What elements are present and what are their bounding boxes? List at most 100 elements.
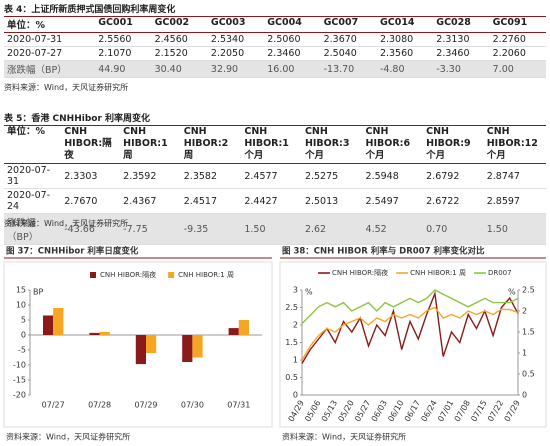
cell: 2.3130 xyxy=(433,32,490,47)
cell: 2.4517 xyxy=(180,188,242,214)
x-tick-label: 07/28 xyxy=(88,401,111,410)
header-row: 单位：% CNH HIBOR:隔夜 CNH HIBOR:1 周 CNH HIBOR:2… xyxy=(4,125,546,164)
header-cell: GC004 xyxy=(264,16,321,33)
y2-tick-label: 1.5 xyxy=(522,328,535,337)
cell: 16.00 xyxy=(264,60,321,78)
x-tick-label: 07/29 xyxy=(134,401,157,410)
line xyxy=(301,289,519,325)
y2-tick-label: 0.5 xyxy=(522,370,535,379)
y-tick-label: -5 xyxy=(18,346,26,355)
table: 单位：% CNH HIBOR:隔夜 CNH HIBOR:1 周 CNH HIBOR:2… xyxy=(4,125,546,245)
legend-label: CNH HIBOR:1 周 xyxy=(410,269,466,277)
chart-title: 图 38：CNH HIBOR 利率与 DR007 利率变化对比 xyxy=(282,246,485,257)
cell: 2.5060 xyxy=(264,32,321,47)
header-cell: GC007 xyxy=(320,16,377,33)
y-tick-label: 2.5 xyxy=(285,303,298,312)
y-tick-label: 0 xyxy=(293,391,298,400)
bar xyxy=(89,332,100,335)
cell: 2.2060 xyxy=(489,46,546,61)
cell: 0.70 xyxy=(423,213,484,245)
cell: 2.1070 xyxy=(95,46,152,61)
cell: 2.8597 xyxy=(483,188,546,214)
y-tick-label: 0.5 xyxy=(285,373,298,382)
source: 资料来源：Wind，天风证券研究所 xyxy=(282,432,406,442)
header-cell: CNH HIBOR:12 个月 xyxy=(483,125,546,164)
row: 2020-07-31 2.5560 2.4560 2.5340 2.5060 2.3670… xyxy=(4,32,546,47)
y-tick-label: 1 xyxy=(293,356,298,365)
cell: 2.5013 xyxy=(301,188,363,214)
cell: 2.4427 xyxy=(241,188,302,214)
cell: 2.6792 xyxy=(423,163,484,189)
cell: 2.5275 xyxy=(301,163,363,189)
cell: 涨跌幅（BP） xyxy=(4,60,96,78)
cell: 2.4560 xyxy=(151,32,208,47)
legend-label: DR007 xyxy=(488,269,512,277)
y-tick-label: -15 xyxy=(13,376,26,385)
y-tick-label: 3 xyxy=(293,286,298,295)
header-cell: GC001 xyxy=(95,16,152,33)
x-tick-label: 07/27 xyxy=(42,401,65,410)
header-cell: CNH HIBOR:6 个月 xyxy=(362,125,424,164)
cell: 2.3582 xyxy=(180,163,242,189)
cell: 2.3460 xyxy=(264,46,321,61)
x-tick-label: 07/31 xyxy=(227,401,250,410)
header-cell: CNH HIBOR:9 个月 xyxy=(423,125,484,164)
header-row: 单位：% GC001 GC002 GC003 GC004 GC007 GC014 GC028 G… xyxy=(4,16,546,33)
cell: -7.75 xyxy=(120,213,181,245)
cell: 2.3080 xyxy=(376,32,434,47)
y-tick-label: -10 xyxy=(13,361,26,370)
y2-axis-label: % xyxy=(508,288,516,297)
cell: 1.50 xyxy=(241,213,302,245)
line xyxy=(301,290,519,364)
bar xyxy=(238,320,250,335)
cell: 2.3460 xyxy=(433,46,490,61)
cell: 2.8747 xyxy=(483,163,546,189)
y-tick-label: -20 xyxy=(13,391,26,400)
bar xyxy=(182,335,193,362)
cell: 2.3592 xyxy=(120,163,181,189)
cell: 2.5948 xyxy=(362,163,424,189)
y2-tick-label: 1 xyxy=(522,349,527,358)
legend-label: CNH HIBOR:隔夜 xyxy=(100,270,156,279)
header-cell: 单位：% xyxy=(4,16,96,33)
header-cell: GC002 xyxy=(151,16,208,33)
y-tick-label: 2 xyxy=(293,321,298,330)
header-cell: CNH HIBOR:2 周 xyxy=(180,125,242,164)
cell: 2.5497 xyxy=(362,188,424,214)
header-cell: GC028 xyxy=(433,16,490,33)
frame xyxy=(3,261,273,428)
legend-swatch xyxy=(90,272,96,278)
header-cell: CNH HIBOR:隔夜 xyxy=(61,125,121,164)
cell: 2.3303 xyxy=(61,163,121,189)
header-cell: GC003 xyxy=(207,16,265,33)
cell: -13.70 xyxy=(320,60,377,78)
cell: 1.50 xyxy=(483,213,546,245)
cell: 32.90 xyxy=(207,60,265,78)
legend-label: CNH HIBOR:隔夜 xyxy=(332,268,388,277)
y-tick-label: 5 xyxy=(21,316,26,325)
table: 单位：% GC001 GC002 GC003 GC004 GC007 GC014 GC028 G… xyxy=(4,16,546,78)
header-cell: CNH HIBOR:3 个月 xyxy=(301,125,363,164)
cell: 7.00 xyxy=(489,60,546,78)
header-cell: CNH HIBOR:1 个月 xyxy=(241,125,302,164)
source: 资料来源：Wind，天风证券研究所 xyxy=(6,432,130,442)
bar xyxy=(146,335,157,353)
cell: 44.90 xyxy=(95,60,152,78)
cell: 2020-07-24 xyxy=(4,188,62,214)
bar xyxy=(192,335,203,358)
chart-title: 图 37：CNHHibor 利率日度变化 xyxy=(6,246,139,257)
y2-tick-label: 2 xyxy=(522,307,527,316)
x-tick-label: 07/30 xyxy=(181,401,204,410)
cell: 2.3670 xyxy=(320,32,377,47)
row: 涨跌幅（BP） -43.66 -7.75 -9.35 1.50 2.62 4.52 0.70 1… xyxy=(4,213,546,245)
frame xyxy=(279,261,547,428)
y-tick-label: 0 xyxy=(21,331,26,340)
cell: 2.2050 xyxy=(207,46,265,61)
bar xyxy=(99,332,110,335)
cell: 2.1520 xyxy=(151,46,208,61)
y-tick-label: 10 xyxy=(16,301,26,310)
y-axis-label: BP xyxy=(33,288,43,297)
line xyxy=(301,306,519,361)
row: 2020-07-27 2.1070 2.1520 2.2050 2.3460 2.5040… xyxy=(4,46,546,61)
